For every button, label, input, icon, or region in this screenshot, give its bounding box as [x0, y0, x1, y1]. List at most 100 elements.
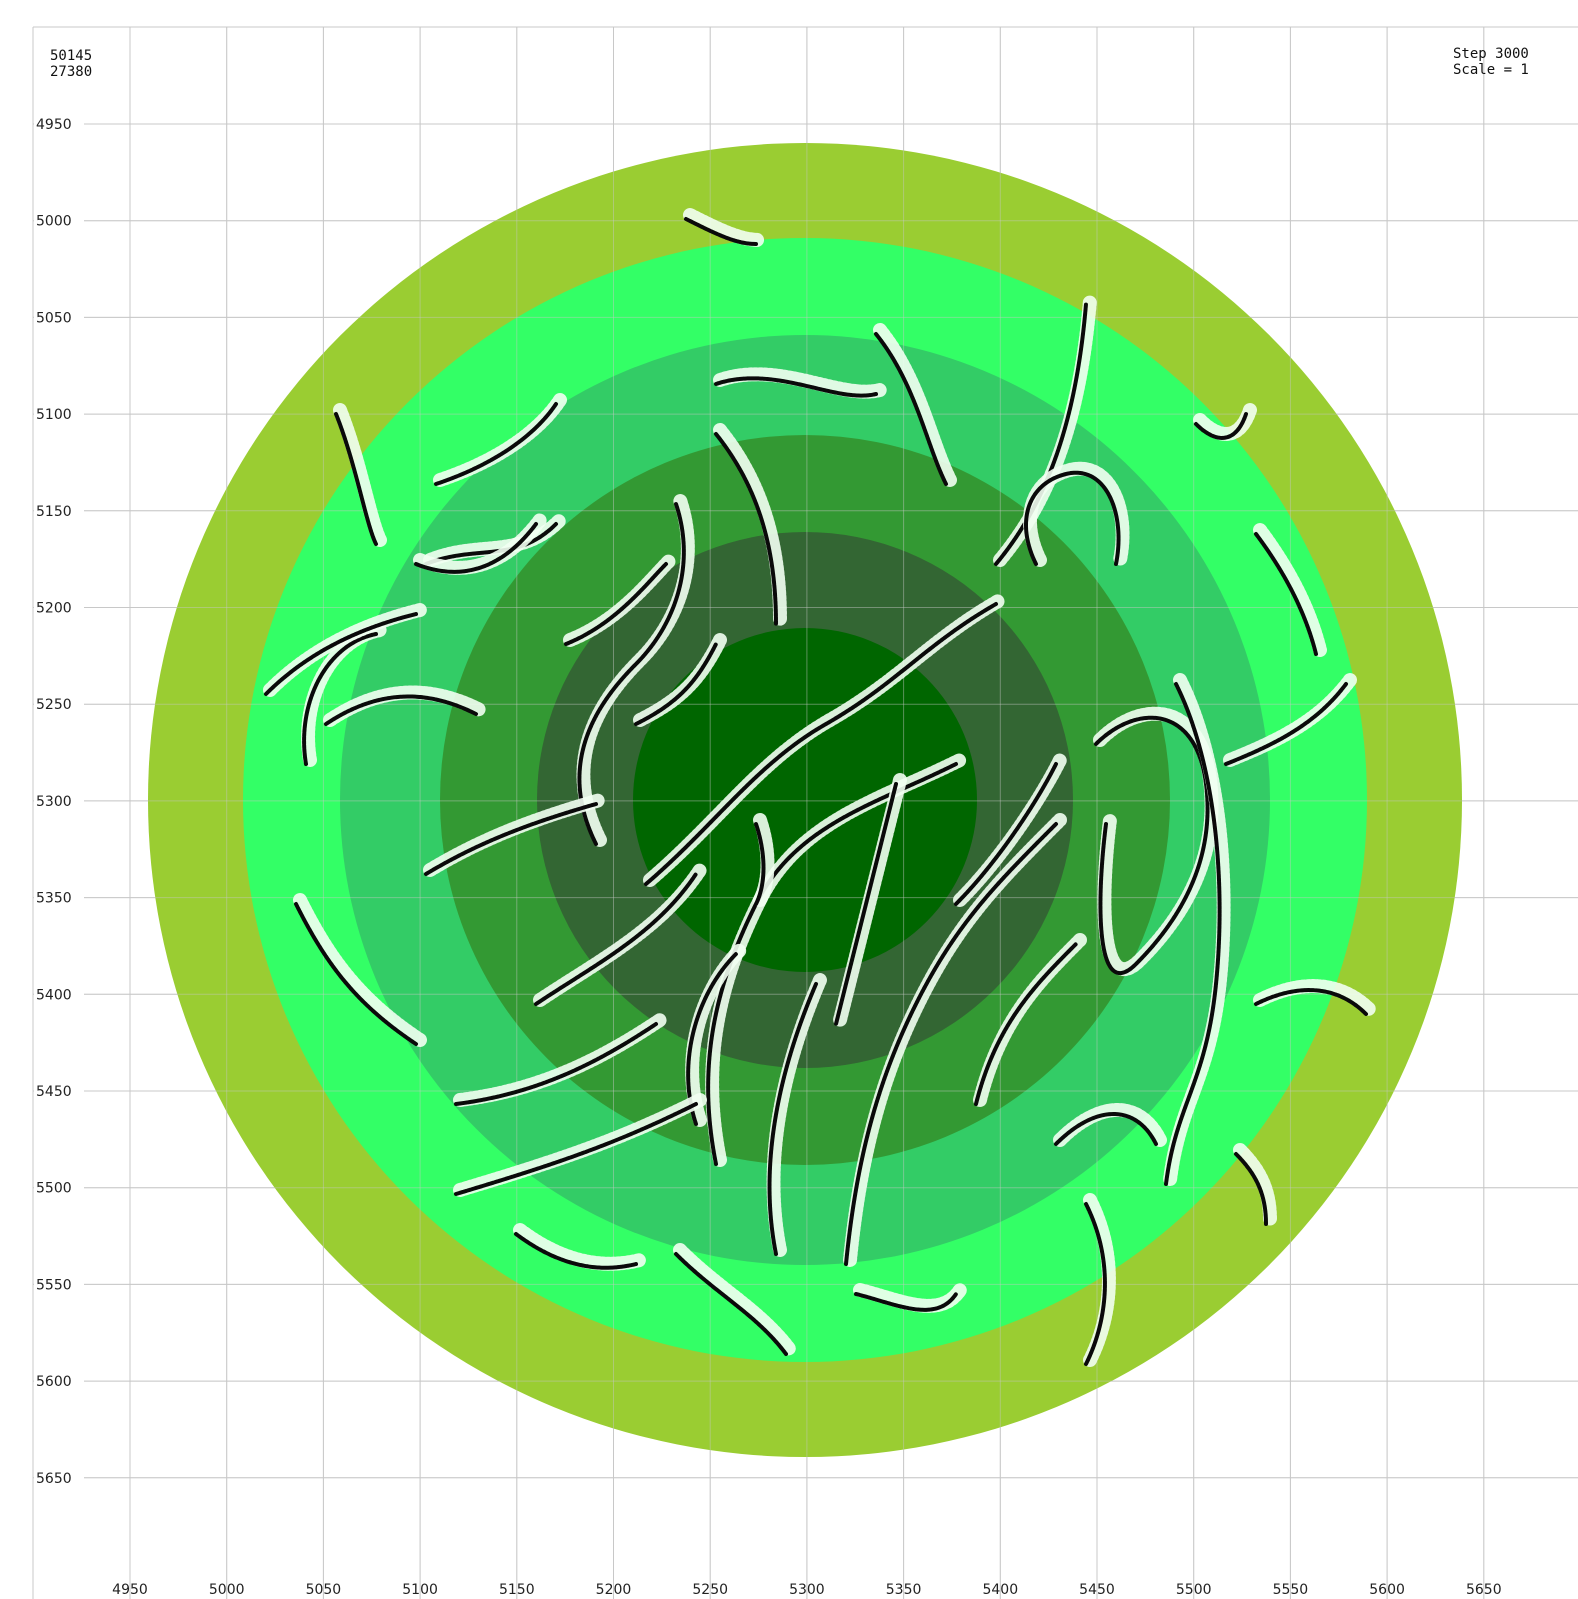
- x-tick-label: 5250: [692, 1582, 728, 1598]
- filament-halo: [1023, 461, 1130, 567]
- filament-core: [1224, 682, 1348, 766]
- x-tick-label: 5600: [1369, 1582, 1405, 1598]
- x-tick-label: 5450: [1079, 1582, 1115, 1598]
- filament-halo: [1193, 403, 1257, 441]
- filament-core: [1094, 715, 1210, 975]
- filament-core: [1234, 1152, 1268, 1226]
- filament-core: [294, 902, 418, 1046]
- y-tick-label: 5300: [36, 794, 72, 810]
- y-tick-bg: [34, 405, 84, 424]
- filament-halo: [833, 773, 907, 1027]
- filament-halo: [873, 323, 957, 487]
- filament-core: [564, 562, 668, 646]
- y-tick-label: 5150: [36, 504, 72, 520]
- filament-core: [674, 1252, 788, 1356]
- y-tick-bg: [34, 1178, 84, 1197]
- filament-core: [714, 432, 778, 626]
- y-tick-label: 5100: [36, 407, 72, 423]
- filament-halo: [713, 367, 887, 399]
- filament-core: [1254, 532, 1318, 656]
- y-tick-label: 5600: [36, 1374, 72, 1390]
- y-tick-bg: [34, 501, 84, 520]
- x-tick-label: 5350: [886, 1582, 922, 1598]
- y-tick-bg: [34, 598, 84, 617]
- y-tick-bg: [34, 1275, 84, 1294]
- y-tick-bg: [34, 115, 84, 133]
- filament-core: [454, 1022, 658, 1106]
- y-tick-label: 5450: [36, 1084, 72, 1100]
- y-tick-label: 5350: [36, 891, 72, 907]
- filament-core: [514, 1232, 638, 1270]
- filament-core: [844, 822, 1058, 1266]
- y-tick-label: 5050: [36, 310, 72, 326]
- filament-core: [454, 1102, 698, 1196]
- y-tick-label: 5400: [36, 987, 72, 1003]
- y-tick-bg: [34, 308, 84, 327]
- x-tick-label: 5000: [209, 1582, 245, 1598]
- filament-core: [714, 376, 878, 398]
- step-scale-panel: Step 3000 Scale = 1: [1453, 46, 1529, 78]
- x-tick-label: 5150: [499, 1582, 535, 1598]
- filament-halo: [713, 423, 787, 627]
- x-tick-label: 5650: [1466, 1582, 1502, 1598]
- filament-halo: [766, 973, 827, 1257]
- filament-core: [1084, 1202, 1107, 1366]
- x-tick-label: 5100: [402, 1582, 438, 1598]
- filament-core: [1054, 1112, 1158, 1146]
- filament-core: [1164, 682, 1222, 1186]
- filament-core: [424, 522, 558, 566]
- filament-core: [324, 694, 478, 726]
- filament-core: [874, 332, 948, 486]
- readout-x: 50145: [50, 48, 93, 64]
- particle-filaments: [263, 208, 1377, 1367]
- filament-core: [577, 502, 686, 846]
- filament-core: [534, 872, 698, 1006]
- y-tick-label: 5000: [36, 214, 72, 230]
- x-tick-label: 5200: [596, 1582, 632, 1598]
- filament-core: [424, 802, 598, 876]
- y-tick-bg: [34, 695, 84, 714]
- filament-core: [264, 612, 418, 696]
- filament-core: [644, 602, 998, 886]
- filament-halo: [1163, 673, 1231, 1187]
- filament-core: [334, 412, 378, 546]
- filament-core: [1194, 412, 1248, 440]
- filament-core: [854, 1292, 958, 1312]
- filament-halo: [1083, 1193, 1116, 1367]
- y-tick-bg: [34, 985, 84, 1004]
- y-axis-ticks: 4950 5000 5050 5100 5150 5200 5250 5300 5350 5400…: [34, 115, 84, 1487]
- filament-halo: [1253, 523, 1327, 657]
- filament-halo: [513, 1223, 647, 1271]
- x-tick-label: 5550: [1273, 1582, 1309, 1598]
- y-tick-bg: [34, 211, 84, 230]
- x-axis-ticks: 4950 5000 5050 5100 5150 5200 5250 5300 5350 5400…: [112, 1582, 1501, 1598]
- y-tick-label: 5500: [36, 1181, 72, 1197]
- filament-core: [634, 642, 718, 726]
- readout-y: 27380: [50, 64, 93, 80]
- x-tick-label: 5050: [306, 1582, 342, 1598]
- core: [633, 628, 977, 972]
- filament-core: [767, 982, 818, 1256]
- circular-domain: [148, 143, 1462, 1457]
- y-tick-bg: [34, 791, 84, 810]
- filament-core: [414, 522, 538, 574]
- filament-core: [302, 632, 378, 766]
- y-tick-bg: [34, 1468, 84, 1487]
- y-tick-label: 5200: [36, 601, 72, 617]
- y-tick-label: 5250: [36, 697, 72, 713]
- filament-core: [754, 822, 766, 906]
- y-tick-label: 4950: [36, 117, 72, 133]
- y-tick-bg: [34, 1082, 84, 1100]
- filament-core: [974, 942, 1078, 1106]
- filament-halo: [753, 813, 775, 907]
- filament-halo: [1233, 1143, 1277, 1227]
- filament-halo: [673, 1243, 797, 1357]
- filament-core: [834, 782, 898, 1026]
- y-tick-bg: [34, 1372, 84, 1391]
- filament-core: [1254, 988, 1368, 1016]
- filament-halo: [333, 403, 387, 547]
- step-label: Step 3000: [1453, 46, 1529, 62]
- y-tick-label: 5550: [36, 1277, 72, 1293]
- y-tick-bg: [34, 888, 84, 907]
